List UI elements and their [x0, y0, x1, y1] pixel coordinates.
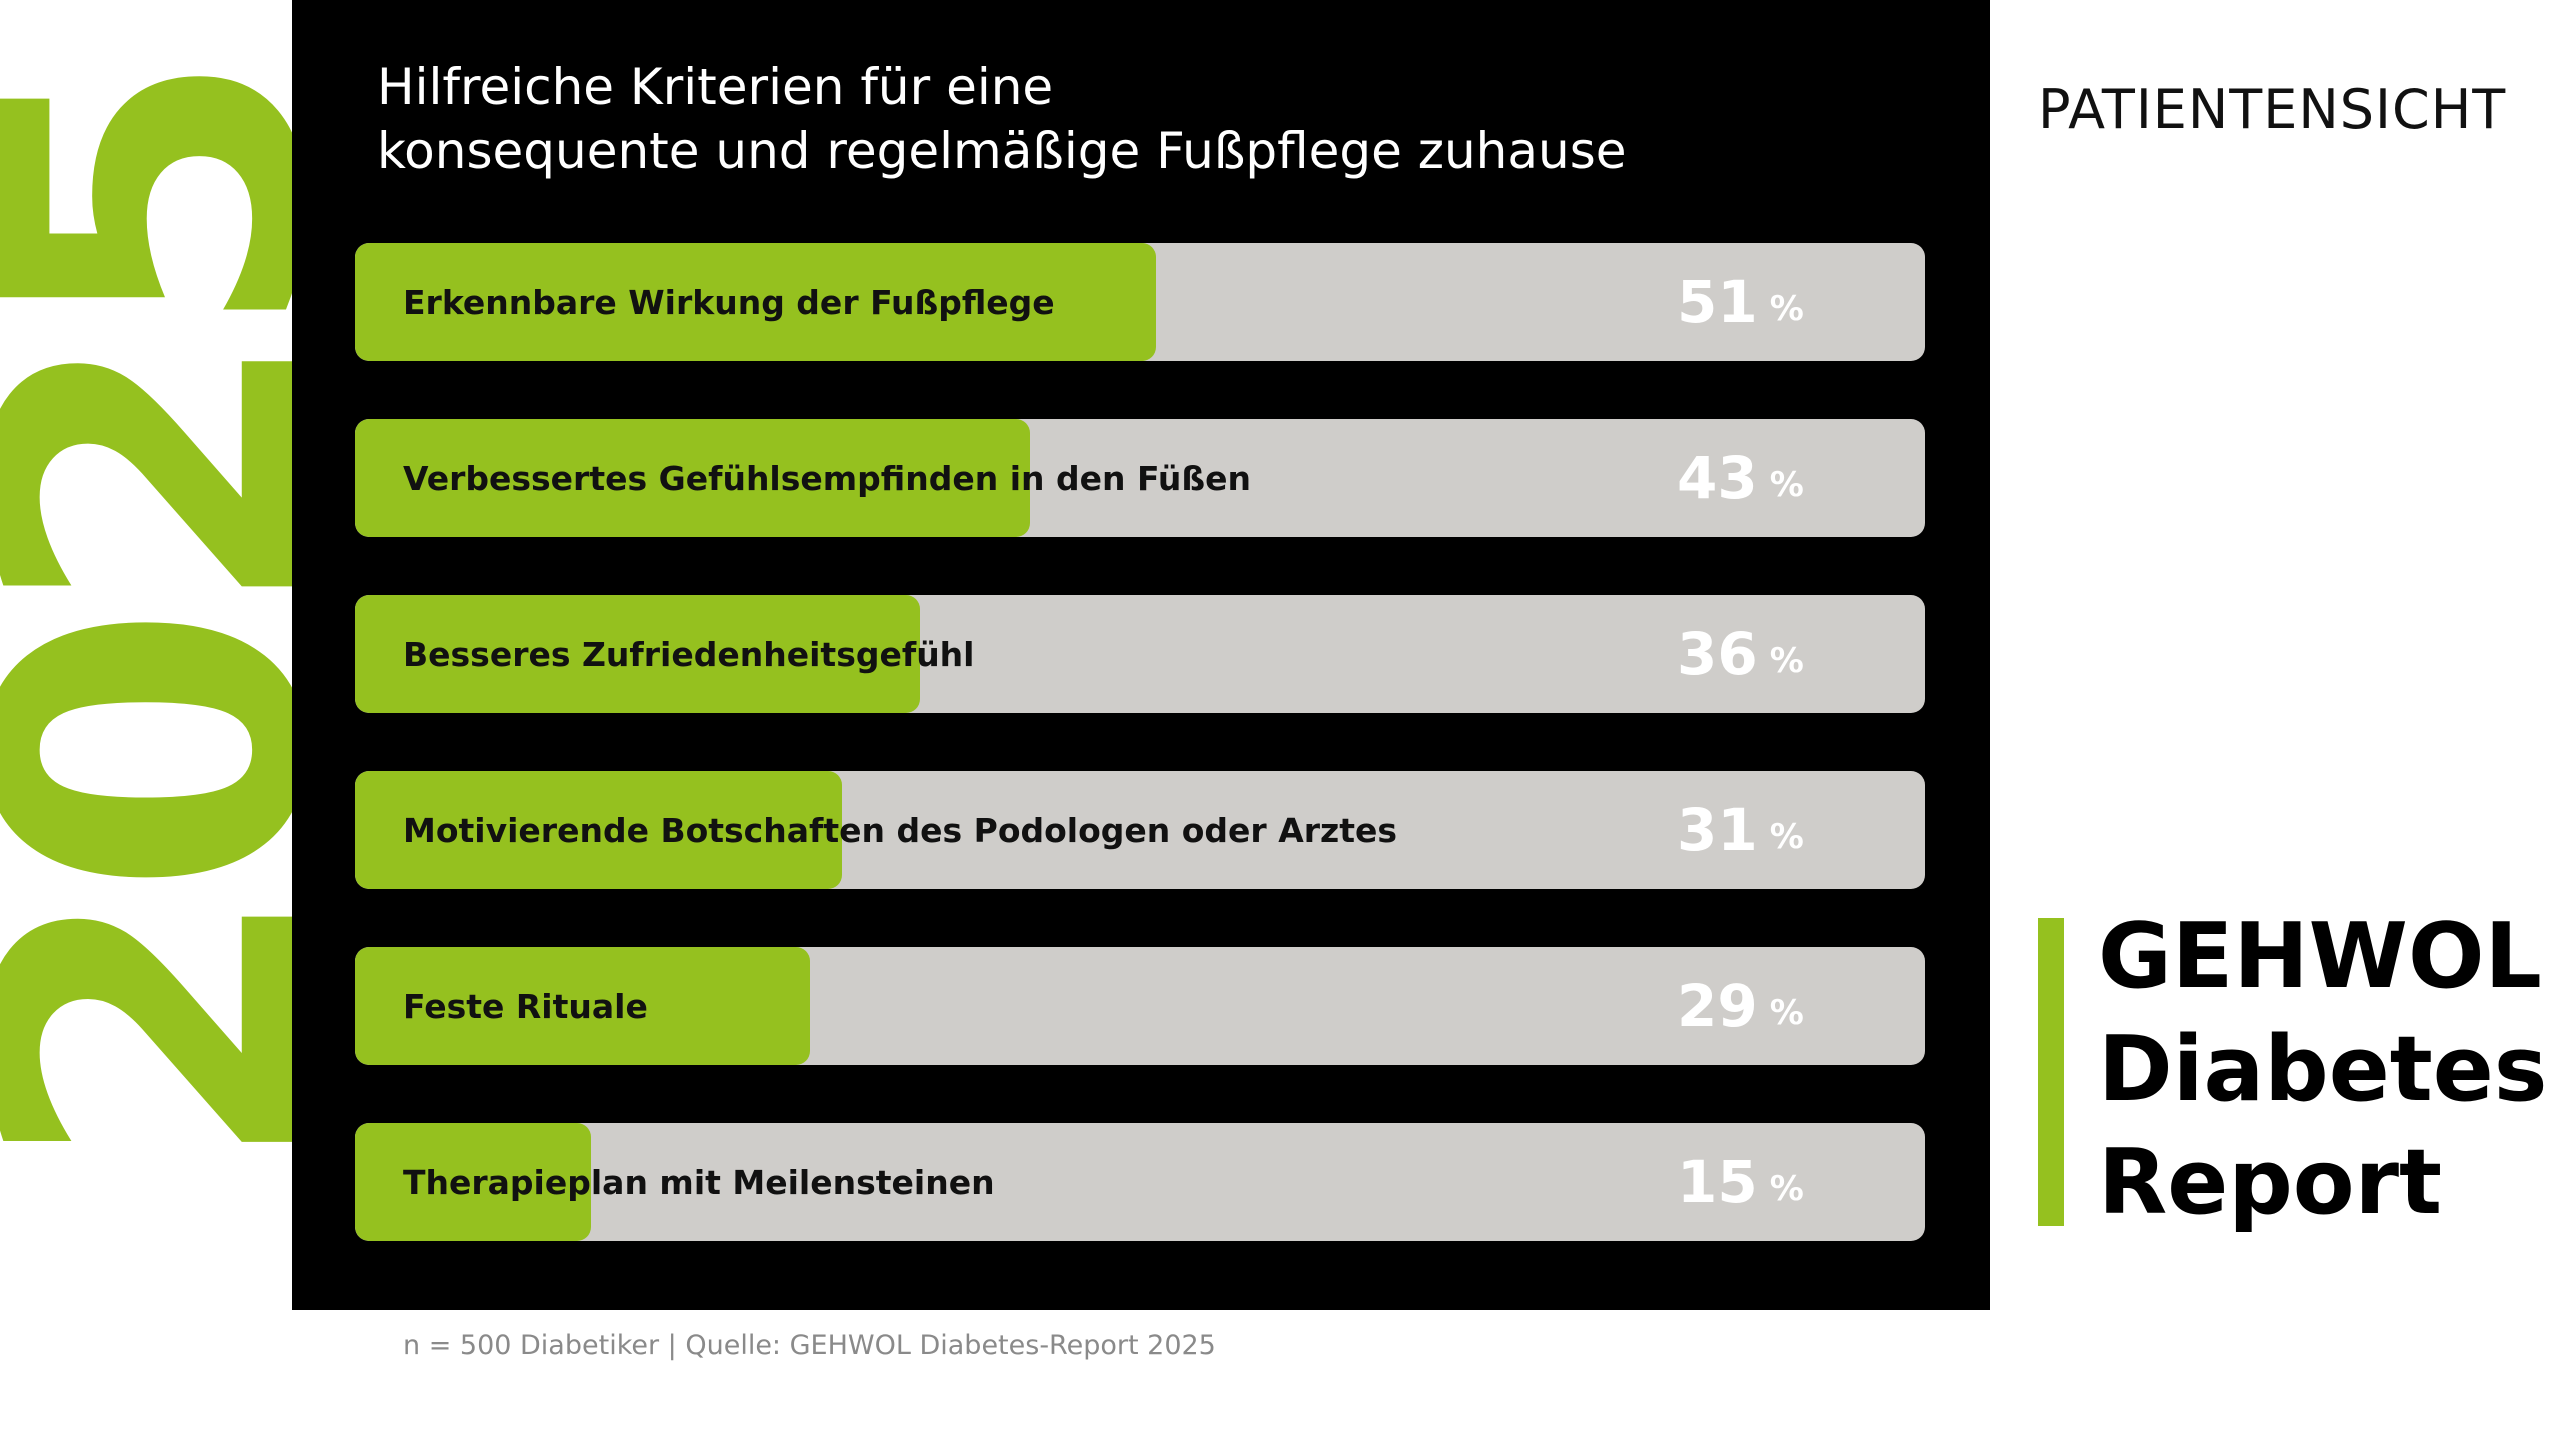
perspective-label: PATIENTENSICHT	[2038, 78, 2507, 141]
bar-label: Therapieplan mit Meilensteinen	[403, 1162, 995, 1202]
brand-accent-bar	[2038, 918, 2064, 1226]
bar-value: 36%	[1677, 595, 1804, 713]
bar-value-number: 51	[1677, 268, 1758, 336]
bar-value: 31%	[1677, 771, 1804, 889]
bar-label: Erkennbare Wirkung der Fußpflege	[403, 282, 1055, 322]
bar-fill	[355, 771, 842, 889]
chart-title-line-1: Hilfreiche Kriterien für eine	[377, 58, 1054, 116]
brand-line-2: Diabetes	[2098, 1017, 2548, 1122]
source-note: n = 500 Diabetiker | Quelle: GEHWOL Diab…	[403, 1330, 1216, 1361]
brand-line-3: Report	[2098, 1130, 2443, 1235]
bar-fill	[355, 243, 1156, 361]
bar-row: Feste Rituale 29%	[355, 947, 1925, 1065]
bar-value: 43%	[1677, 419, 1804, 537]
bar-row: Erkennbare Wirkung der Fußpflege 51%	[355, 243, 1925, 361]
bar-label: Motivierende Botschaften des Podologen o…	[403, 810, 1398, 850]
bar-value: 51%	[1677, 243, 1804, 361]
bar-fill	[355, 595, 920, 713]
bar-value-unit: %	[1769, 465, 1804, 505]
bar-fill	[355, 1123, 591, 1241]
bar-row: Motivierende Botschaften des Podologen o…	[355, 771, 1925, 889]
bar-fill	[355, 947, 810, 1065]
brand-line-1: GEHWOL	[2098, 904, 2542, 1009]
bar-value-number: 29	[1677, 972, 1758, 1040]
bar-value-unit: %	[1769, 641, 1804, 681]
bar-value: 29%	[1677, 947, 1804, 1065]
chart-title-line-2: konsequente und regelmäßige Fußpflege zu…	[377, 122, 1627, 180]
bar-label: Feste Rituale	[403, 986, 648, 1026]
bar-value-number: 36	[1677, 620, 1758, 688]
bar-row: Therapieplan mit Meilensteinen 15%	[355, 1123, 1925, 1241]
chart-title: Hilfreiche Kriterien für eine konsequent…	[377, 55, 1977, 183]
bar-row: Besseres Zufriedenheitsgefühl 36%	[355, 595, 1925, 713]
brand-logo: GEHWOL Diabetes Report	[2098, 900, 2547, 1239]
bar-value-number: 31	[1677, 796, 1758, 864]
bar-value-unit: %	[1769, 817, 1804, 857]
bar-value-unit: %	[1769, 993, 1804, 1033]
bar-value-number: 15	[1677, 1148, 1758, 1216]
bar-value-unit: %	[1769, 289, 1804, 329]
bar-value-number: 43	[1677, 444, 1758, 512]
bar-value-unit: %	[1769, 1169, 1804, 1209]
bar-row: Verbessertes Gefühlsempfinden in den Füß…	[355, 419, 1925, 537]
bar-label: Besseres Zufriedenheitsgefühl	[403, 634, 975, 674]
bar-value: 15%	[1677, 1123, 1804, 1241]
bar-fill	[355, 419, 1030, 537]
bar-label: Verbessertes Gefühlsempfinden in den Füß…	[403, 458, 1251, 498]
